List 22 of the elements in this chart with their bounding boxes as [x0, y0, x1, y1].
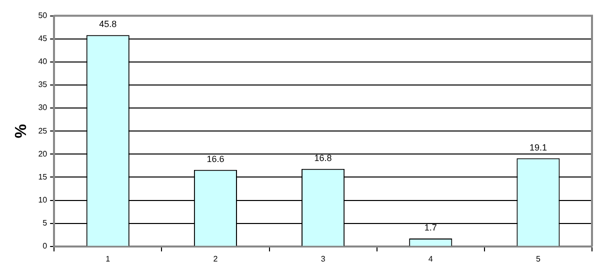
- x-tick-label: 1: [106, 254, 111, 264]
- y-tick-label: 50: [38, 11, 48, 20]
- y-tick-label: 40: [38, 57, 48, 66]
- y-tick-label: 0: [42, 242, 48, 251]
- y-tick-label: 20: [38, 149, 48, 158]
- data-label: 19.1: [529, 142, 547, 152]
- y-tick-label: 35: [38, 80, 48, 90]
- y-tick-label: 25: [38, 126, 48, 136]
- x-tick-label: 4: [428, 254, 434, 264]
- data-label: 1.7: [424, 222, 437, 233]
- x-tick-label: 5: [536, 254, 541, 264]
- x-tick-label: 2: [213, 254, 218, 264]
- y-tick-label: 15: [38, 172, 48, 182]
- data-label: 45.8: [99, 19, 117, 30]
- y-tick-label: 10: [38, 195, 48, 204]
- y-tick-label: 45: [38, 34, 48, 44]
- y-tick-label: 5: [42, 218, 48, 228]
- y-axis-title: %: [13, 124, 30, 138]
- data-label: 16.8: [314, 152, 332, 163]
- x-tick-label: 3: [320, 254, 326, 264]
- y-tick-label: 30: [38, 103, 48, 112]
- data-label: 16.6: [206, 154, 224, 164]
